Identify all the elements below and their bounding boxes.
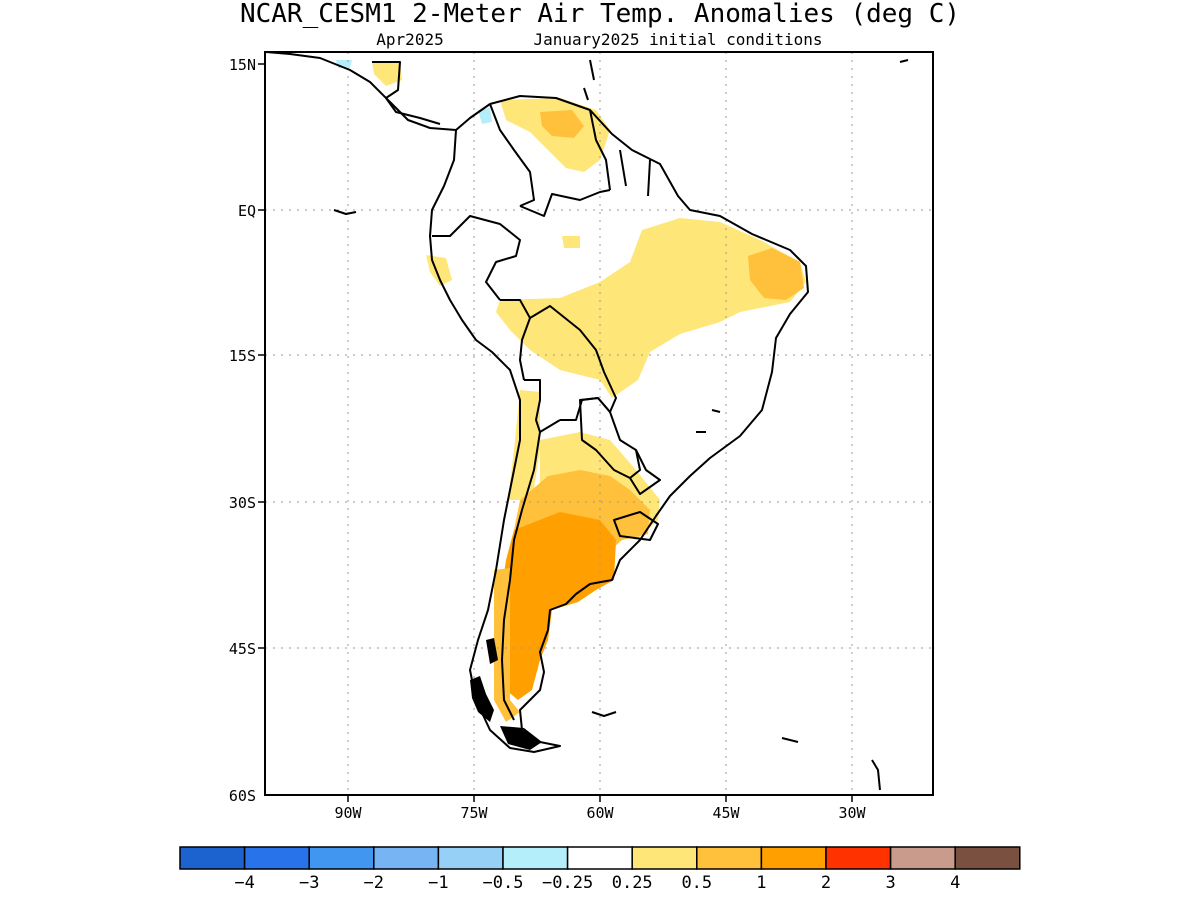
border-chile-argentina xyxy=(501,431,541,721)
colorbar-swatch xyxy=(243,846,310,870)
border-colombia-brazil xyxy=(519,189,611,217)
colorbar-swatch xyxy=(308,846,375,870)
sandwich-islands xyxy=(871,759,881,791)
colorbar-swatch xyxy=(954,846,1021,870)
colorbar-label: −3 xyxy=(299,873,319,893)
lat-tick-eq: EQ xyxy=(238,202,256,220)
lon-tick-30w: 30W xyxy=(838,804,866,822)
colorbar-swatch xyxy=(760,846,827,870)
colorbar-label: 2 xyxy=(821,873,831,893)
forecast-month: Apr2025 xyxy=(376,30,443,49)
initial-conditions: January2025 initial conditions xyxy=(534,30,823,49)
anomaly-colombia-coast xyxy=(478,108,492,124)
anomaly-patagonia xyxy=(494,568,520,722)
lat-tick-60s: 60S xyxy=(229,787,256,805)
lon-tick-60w: 60W xyxy=(586,804,614,822)
border-uruguay xyxy=(613,511,659,541)
anomaly-central-venezuela xyxy=(540,110,584,138)
colorbar-swatch xyxy=(631,846,698,870)
central-america-east-coast xyxy=(372,61,441,125)
border-colombia-venezuela xyxy=(489,103,535,207)
colorbar: −4 −3 −2 −1 −0.5 −0.25 0.25 0.5 1 2 3 4 xyxy=(179,846,1021,893)
border-peru-brazil xyxy=(500,299,531,381)
lon-tick-90w: 90W xyxy=(334,804,362,822)
colorbar-label: 0.5 xyxy=(681,873,712,893)
central-america-outline xyxy=(265,51,457,131)
falkland-islands xyxy=(591,711,617,717)
colorbar-label: −4 xyxy=(234,873,254,893)
border-guianas xyxy=(619,149,651,197)
border-ecuador-peru xyxy=(432,215,521,301)
colorbar-label: −1 xyxy=(428,873,448,893)
border-paraguay xyxy=(579,397,641,479)
caribbean-islands xyxy=(583,59,909,101)
colorbar-swatch xyxy=(889,846,956,870)
border-argentina-brazil xyxy=(629,449,661,495)
lon-tick-marks xyxy=(347,795,853,802)
anomaly-honduras xyxy=(372,62,402,86)
lon-tick-45w: 45W xyxy=(712,804,740,822)
anomaly-northeast-brazil xyxy=(748,248,804,300)
galapagos-islands xyxy=(333,209,357,215)
border-bolivia-chile xyxy=(524,379,561,433)
lat-tick-15n: 15N xyxy=(229,56,256,74)
colorbar-label: −0.5 xyxy=(483,873,524,893)
map-panel xyxy=(264,51,934,796)
colorbar-label: 3 xyxy=(885,873,895,893)
colorbar-swatch xyxy=(373,846,440,870)
lon-tick-75w: 75W xyxy=(460,804,488,822)
colorbar-label: −2 xyxy=(364,873,384,893)
map-title: NCAR_CESM1 2-Meter Air Temp. Anomalies (… xyxy=(240,0,960,29)
colorbar-label: 1 xyxy=(756,873,766,893)
colorbar-swatch xyxy=(179,846,246,870)
south-america-outline xyxy=(429,95,809,753)
colorbar-label: 0.25 xyxy=(612,873,653,893)
south-georgia xyxy=(781,737,799,743)
lat-axis: 15N EQ 15S 30S 45S 60S xyxy=(229,56,256,805)
colorbar-label: 4 xyxy=(950,873,960,893)
anomaly-colombia-spot xyxy=(562,236,580,248)
colorbar-label: −0.25 xyxy=(542,873,593,893)
map-frame xyxy=(264,51,934,796)
lat-tick-15s: 15S xyxy=(229,347,256,365)
lon-axis: 90W 75W 60W 45W 30W xyxy=(334,804,866,822)
colorbar-swatch xyxy=(696,846,763,870)
colorbar-swatch xyxy=(825,846,892,870)
anomaly-andes-strip xyxy=(508,390,540,500)
colorbar-swatch xyxy=(502,846,569,870)
coastlines xyxy=(265,51,909,791)
brazil-islands xyxy=(696,409,721,433)
lat-tick-45s: 45S xyxy=(229,640,256,658)
anomaly-amazon-belt xyxy=(496,218,806,398)
lat-tick-30s: 30S xyxy=(229,494,256,512)
border-venezuela-guyana xyxy=(589,109,611,191)
colorbar-swatch xyxy=(437,846,504,870)
chile-fjords xyxy=(470,638,542,750)
colorbar-swatch xyxy=(566,846,633,870)
lat-tick-marks xyxy=(258,63,265,649)
